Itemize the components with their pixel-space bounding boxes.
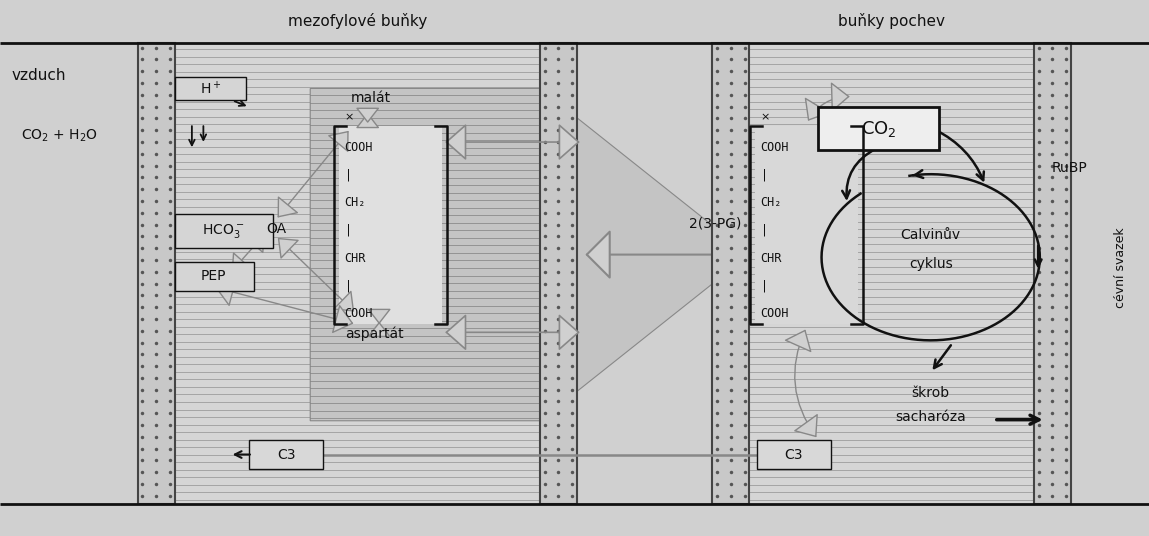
Text: CO$_2$: CO$_2$ [861, 118, 896, 139]
Text: malát: malát [350, 91, 391, 105]
Text: |: | [761, 169, 768, 182]
FancyBboxPatch shape [249, 440, 323, 469]
Bar [138, 43, 175, 504]
FancyBboxPatch shape [818, 107, 939, 150]
Text: COOH: COOH [345, 141, 373, 154]
Bar [175, 43, 540, 504]
Bar [540, 43, 577, 504]
Text: ×: × [345, 113, 354, 123]
Text: |: | [761, 279, 768, 292]
Bar [339, 126, 442, 324]
Text: škrob: škrob [911, 385, 950, 400]
Text: CH₂: CH₂ [345, 196, 367, 209]
Text: COOH: COOH [345, 307, 373, 320]
Text: ×: × [761, 113, 770, 123]
Text: mezofylové buňky: mezofylové buňky [287, 13, 427, 29]
Text: C3: C3 [277, 448, 295, 461]
Text: |: | [345, 169, 352, 182]
Text: C3: C3 [785, 448, 803, 461]
FancyBboxPatch shape [175, 214, 273, 248]
Text: sacharóza: sacharóza [895, 410, 966, 424]
Text: |: | [345, 224, 352, 237]
Text: Calvinův: Calvinův [901, 227, 961, 242]
Text: HCO$_3^-$: HCO$_3^-$ [202, 222, 244, 240]
Text: RuBP: RuBP [1051, 160, 1087, 175]
Polygon shape [310, 88, 749, 421]
Text: cyklus: cyklus [909, 257, 953, 271]
Text: |: | [761, 224, 768, 237]
Text: CHR: CHR [345, 252, 367, 265]
Text: CO$_2$ + H$_2$O: CO$_2$ + H$_2$O [21, 128, 98, 144]
Text: cévní svazek: cévní svazek [1113, 228, 1127, 308]
Text: |: | [345, 279, 352, 292]
Bar [1034, 43, 1071, 504]
Text: aspartát: aspartát [345, 326, 403, 341]
Text: COOH: COOH [761, 307, 789, 320]
Text: 2(3-PG): 2(3-PG) [689, 217, 742, 231]
Text: CH₂: CH₂ [761, 196, 782, 209]
Text: H$^+$: H$^+$ [200, 80, 221, 97]
Text: vzduch: vzduch [11, 68, 65, 83]
FancyBboxPatch shape [175, 262, 254, 291]
Bar [755, 126, 858, 324]
Text: CHR: CHR [761, 252, 782, 265]
Bar [749, 43, 1034, 504]
Text: buňky pochev: buňky pochev [838, 13, 946, 29]
Text: PEP: PEP [201, 269, 226, 283]
Text: COOH: COOH [761, 141, 789, 154]
Bar [712, 43, 749, 504]
Text: OA: OA [267, 221, 287, 236]
FancyBboxPatch shape [757, 440, 831, 469]
FancyBboxPatch shape [175, 77, 246, 100]
